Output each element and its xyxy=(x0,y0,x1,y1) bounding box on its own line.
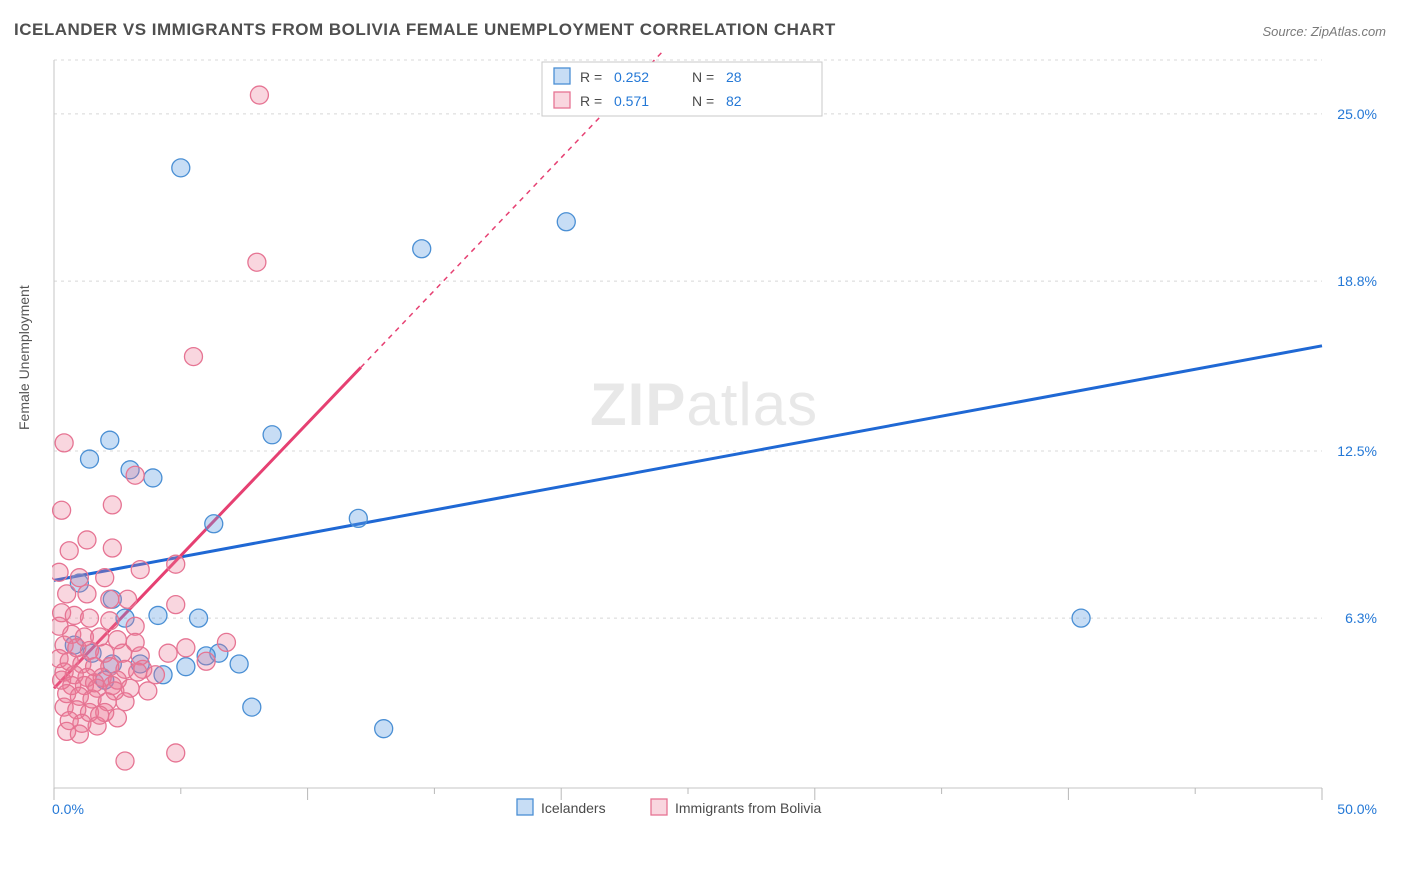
point-icelanders xyxy=(190,609,208,627)
point-bolivia xyxy=(248,253,266,271)
x-max-label: 50.0% xyxy=(1337,801,1377,817)
stat-n-value: 28 xyxy=(726,69,742,85)
stat-n-value: 82 xyxy=(726,93,742,109)
legend-swatch-icelanders xyxy=(554,68,570,84)
point-bolivia xyxy=(101,590,119,608)
y-axis-label: Female Unemployment xyxy=(16,285,32,430)
point-bolivia xyxy=(139,682,157,700)
point-icelanders xyxy=(144,469,162,487)
point-bolivia xyxy=(121,679,139,697)
stat-r-label: R = xyxy=(580,93,602,109)
point-icelanders xyxy=(172,159,190,177)
stat-r-value: 0.252 xyxy=(614,69,649,85)
point-bolivia xyxy=(103,539,121,557)
point-bolivia xyxy=(60,542,78,560)
point-icelanders xyxy=(101,431,119,449)
point-icelanders xyxy=(349,509,367,527)
point-bolivia xyxy=(91,706,109,724)
point-icelanders xyxy=(1072,609,1090,627)
point-icelanders xyxy=(149,606,167,624)
y-tick-label: 25.0% xyxy=(1337,106,1377,122)
point-bolivia xyxy=(101,612,119,630)
point-bolivia xyxy=(119,590,137,608)
x-min-label: 0.0% xyxy=(52,801,84,817)
point-icelanders xyxy=(413,240,431,258)
point-bolivia xyxy=(96,569,114,587)
point-bolivia xyxy=(167,744,185,762)
stat-r-label: R = xyxy=(580,69,602,85)
y-tick-label: 6.3% xyxy=(1345,610,1377,626)
chart-area: 6.3% 12.5% 18.8% 25.0% 0.0% 50.0% R = 0.252 N = 2… xyxy=(52,50,1387,820)
point-bolivia xyxy=(126,466,144,484)
point-bolivia xyxy=(197,652,215,670)
stat-n-label: N = xyxy=(692,69,714,85)
point-bolivia xyxy=(103,677,121,695)
bottom-legend-bolivia: Immigrants from Bolivia xyxy=(675,800,821,816)
point-bolivia xyxy=(177,639,195,657)
y-tick-label: 12.5% xyxy=(1337,443,1377,459)
point-bolivia xyxy=(126,617,144,635)
point-bolivia xyxy=(52,563,68,581)
point-bolivia xyxy=(217,633,235,651)
point-bolivia xyxy=(116,752,134,770)
point-bolivia xyxy=(167,596,185,614)
point-bolivia xyxy=(167,555,185,573)
point-bolivia xyxy=(78,585,96,603)
y-tick-label: 18.8% xyxy=(1337,273,1377,289)
point-icelanders xyxy=(263,426,281,444)
point-bolivia xyxy=(58,585,76,603)
stat-r-value: 0.571 xyxy=(614,93,649,109)
point-bolivia xyxy=(55,434,73,452)
legend-swatch-bolivia xyxy=(554,92,570,108)
bottom-legend-icelanders: Icelanders xyxy=(541,800,606,816)
bottom-swatch-icelanders xyxy=(517,799,533,815)
point-bolivia xyxy=(131,561,149,579)
point-icelanders xyxy=(230,655,248,673)
bottom-swatch-bolivia xyxy=(651,799,667,815)
point-bolivia xyxy=(70,725,88,743)
point-icelanders xyxy=(81,450,99,468)
point-icelanders xyxy=(243,698,261,716)
point-icelanders xyxy=(557,213,575,231)
point-icelanders xyxy=(205,515,223,533)
point-bolivia xyxy=(184,348,202,366)
point-bolivia xyxy=(70,569,88,587)
point-bolivia xyxy=(250,86,268,104)
point-icelanders xyxy=(375,720,393,738)
point-bolivia xyxy=(78,531,96,549)
point-bolivia xyxy=(159,644,177,662)
trend-line-icelanders xyxy=(54,346,1322,581)
chart-title: ICELANDER VS IMMIGRANTS FROM BOLIVIA FEM… xyxy=(14,20,836,40)
point-bolivia xyxy=(108,709,126,727)
point-bolivia xyxy=(86,674,104,692)
point-bolivia xyxy=(53,501,71,519)
point-bolivia xyxy=(129,663,147,681)
point-bolivia xyxy=(103,496,121,514)
point-bolivia xyxy=(81,609,99,627)
point-bolivia xyxy=(146,666,164,684)
point-icelanders xyxy=(177,658,195,676)
stat-n-label: N = xyxy=(692,93,714,109)
chart-source: Source: ZipAtlas.com xyxy=(1262,24,1386,39)
scatter-chart: 6.3% 12.5% 18.8% 25.0% 0.0% 50.0% R = 0.252 N = 2… xyxy=(52,50,1387,820)
